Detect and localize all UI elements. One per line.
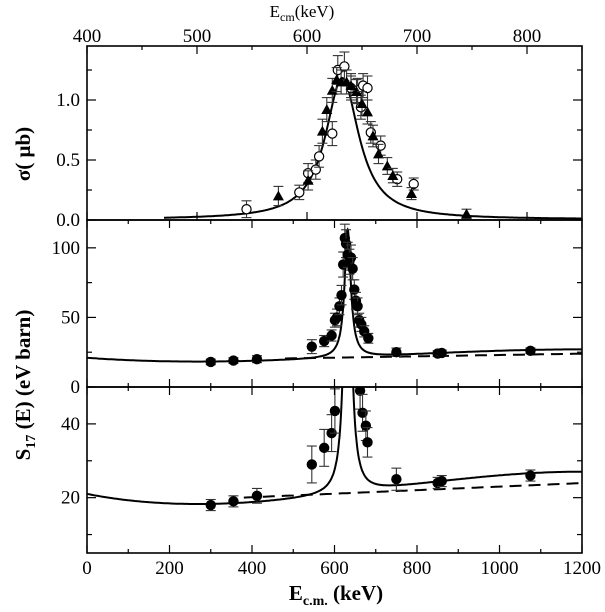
data-point-filled-circle: [349, 284, 360, 295]
data-point-filled-circle: [205, 499, 216, 511]
data-point-triangle: [406, 188, 417, 198]
y-tick-label: 0: [71, 377, 81, 398]
y-tick-label: 100: [52, 238, 81, 259]
top-x-tick-label: 700: [403, 26, 432, 47]
y-tick-label: 0.0: [56, 210, 80, 231]
data-point-open-circle: [339, 61, 350, 72]
data-point-open-circle: [313, 151, 325, 162]
x-tick-label: 0: [82, 558, 92, 579]
data-point-triangle: [345, 80, 357, 90]
data-point-open-circle: [362, 82, 373, 94]
y-tick-label: 40: [61, 414, 80, 435]
data-point-filled-circle: [228, 355, 239, 366]
data-point-filled-circle: [391, 347, 402, 358]
data-point-filled-circle: [391, 474, 402, 485]
data-point-filled-circle: [360, 420, 372, 431]
data-point-filled-circle: [340, 238, 352, 249]
fit-curve: [164, 76, 582, 220]
data-point-filled-circle: [228, 496, 239, 507]
bottom-x-axis-label: Ec.m. (keV): [289, 581, 383, 609]
y-tick-label: 0.5: [56, 150, 80, 171]
nonresonant-dashed-curve: [243, 482, 582, 499]
x-tick-label: 1000: [481, 558, 519, 579]
data-point-open-circle: [294, 187, 305, 198]
x-tick-label: 200: [155, 558, 184, 579]
data-point-filled-circle: [357, 407, 368, 419]
x-tick-label: 800: [403, 558, 432, 579]
data-point-filled-circle: [334, 301, 345, 312]
data-point-triangle: [387, 170, 399, 180]
data-point-filled-circle: [306, 341, 318, 352]
data-point-filled-circle: [331, 312, 343, 323]
x-tick-label: 1200: [563, 558, 601, 579]
data-point-filled-circle: [329, 405, 341, 417]
data-point-filled-circle: [336, 289, 347, 301]
data-point-triangle: [316, 125, 328, 136]
y-tick-label: 50: [61, 307, 80, 328]
data-point-filled-circle: [251, 490, 263, 502]
plot-area-1: [87, 223, 582, 368]
data-point-triangle: [321, 104, 333, 114]
data-point-filled-circle: [251, 353, 263, 365]
data-point-filled-circle: [326, 330, 337, 341]
data-point-filled-circle: [362, 437, 373, 448]
y-tick-label: 1.0: [56, 90, 80, 111]
data-point-open-circle: [327, 128, 338, 139]
data-point-filled-circle: [354, 387, 366, 396]
data-point-filled-circle: [318, 442, 330, 454]
panel-middle-s-factor: 0 50 100: [52, 219, 583, 398]
panel-top-cross-section: 0.0 0.5 1.0 400 500 600 700 800: [56, 26, 583, 231]
data-point-filled-circle: [363, 333, 374, 344]
data-point-filled-circle: [436, 475, 447, 487]
data-point-filled-circle: [525, 470, 536, 481]
top-x-tick-label: 500: [183, 26, 212, 47]
y-tick-label: 20: [61, 488, 80, 509]
plot-area-2: [87, 387, 582, 512]
top-axis-title: Ecm(keV): [270, 2, 335, 24]
data-point-triangle: [373, 148, 384, 159]
plot-area-0: [164, 51, 582, 220]
data-point-filled-circle: [436, 347, 447, 359]
top-x-tick-label: 800: [513, 26, 542, 47]
data-point-filled-circle: [306, 459, 318, 470]
data-point-triangle: [302, 174, 314, 185]
data-point-triangle: [367, 130, 379, 141]
data-point-filled-circle: [525, 345, 536, 357]
fit-curve: [87, 387, 582, 505]
data-point-triangle: [461, 208, 472, 219]
top-x-tick-label: 600: [293, 26, 322, 47]
data-point-open-circle: [241, 203, 252, 215]
fit-curve: [87, 227, 582, 363]
data-point-triangle: [362, 106, 373, 117]
shared-y-axis-label: S17 (E) (eV barn): [11, 310, 39, 461]
data-point-triangle: [272, 190, 284, 201]
data-point-filled-circle: [352, 301, 363, 312]
data-point-filled-circle: [205, 356, 216, 368]
data-point-triangle: [326, 84, 338, 95]
x-tick-label: 600: [320, 558, 349, 579]
data-point-triangle: [356, 98, 368, 108]
top-x-tick-label: 400: [73, 26, 102, 47]
data-point-filled-circle: [318, 335, 330, 347]
data-point-filled-circle: [347, 263, 358, 274]
data-point-triangle: [351, 86, 362, 96]
data-point-open-circle: [375, 140, 386, 151]
x-tick-label: 400: [238, 558, 267, 579]
data-point-open-circle: [408, 178, 419, 190]
top-y-axis-label: σ( μb): [11, 127, 35, 181]
